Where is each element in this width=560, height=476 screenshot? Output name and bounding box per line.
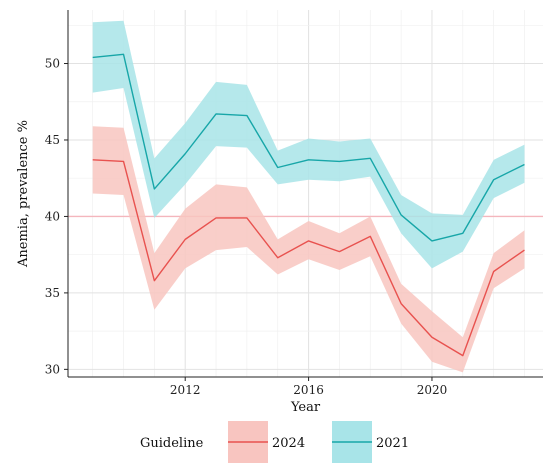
legend: Guideline 2024 2021	[140, 421, 409, 463]
x-tick-label: 2020	[417, 383, 448, 397]
x-tick-label: 2012	[170, 383, 201, 397]
confidence-bands	[92, 20, 525, 373]
y-tick-label: 30	[45, 362, 60, 376]
y-tick-label: 40	[45, 209, 60, 223]
y-tick-label: 35	[45, 286, 60, 300]
band-2021	[92, 20, 525, 269]
legend-label-2024: 2024	[272, 436, 305, 451]
y-tick-label: 50	[45, 57, 60, 71]
legend-title: Guideline	[140, 436, 204, 451]
axes	[64, 10, 543, 381]
x-tick-label: 2016	[293, 383, 324, 397]
band-2024	[92, 126, 525, 373]
legend-label-2021: 2021	[376, 436, 409, 451]
x-axis-title: Year	[290, 400, 321, 415]
tick-labels: 2012 2016 2020 30 35 40 45 50	[45, 57, 448, 397]
series-lines	[92, 53, 525, 357]
y-tick-label: 45	[45, 133, 60, 147]
y-axis-title: Anemia, prevalence %	[16, 120, 31, 268]
